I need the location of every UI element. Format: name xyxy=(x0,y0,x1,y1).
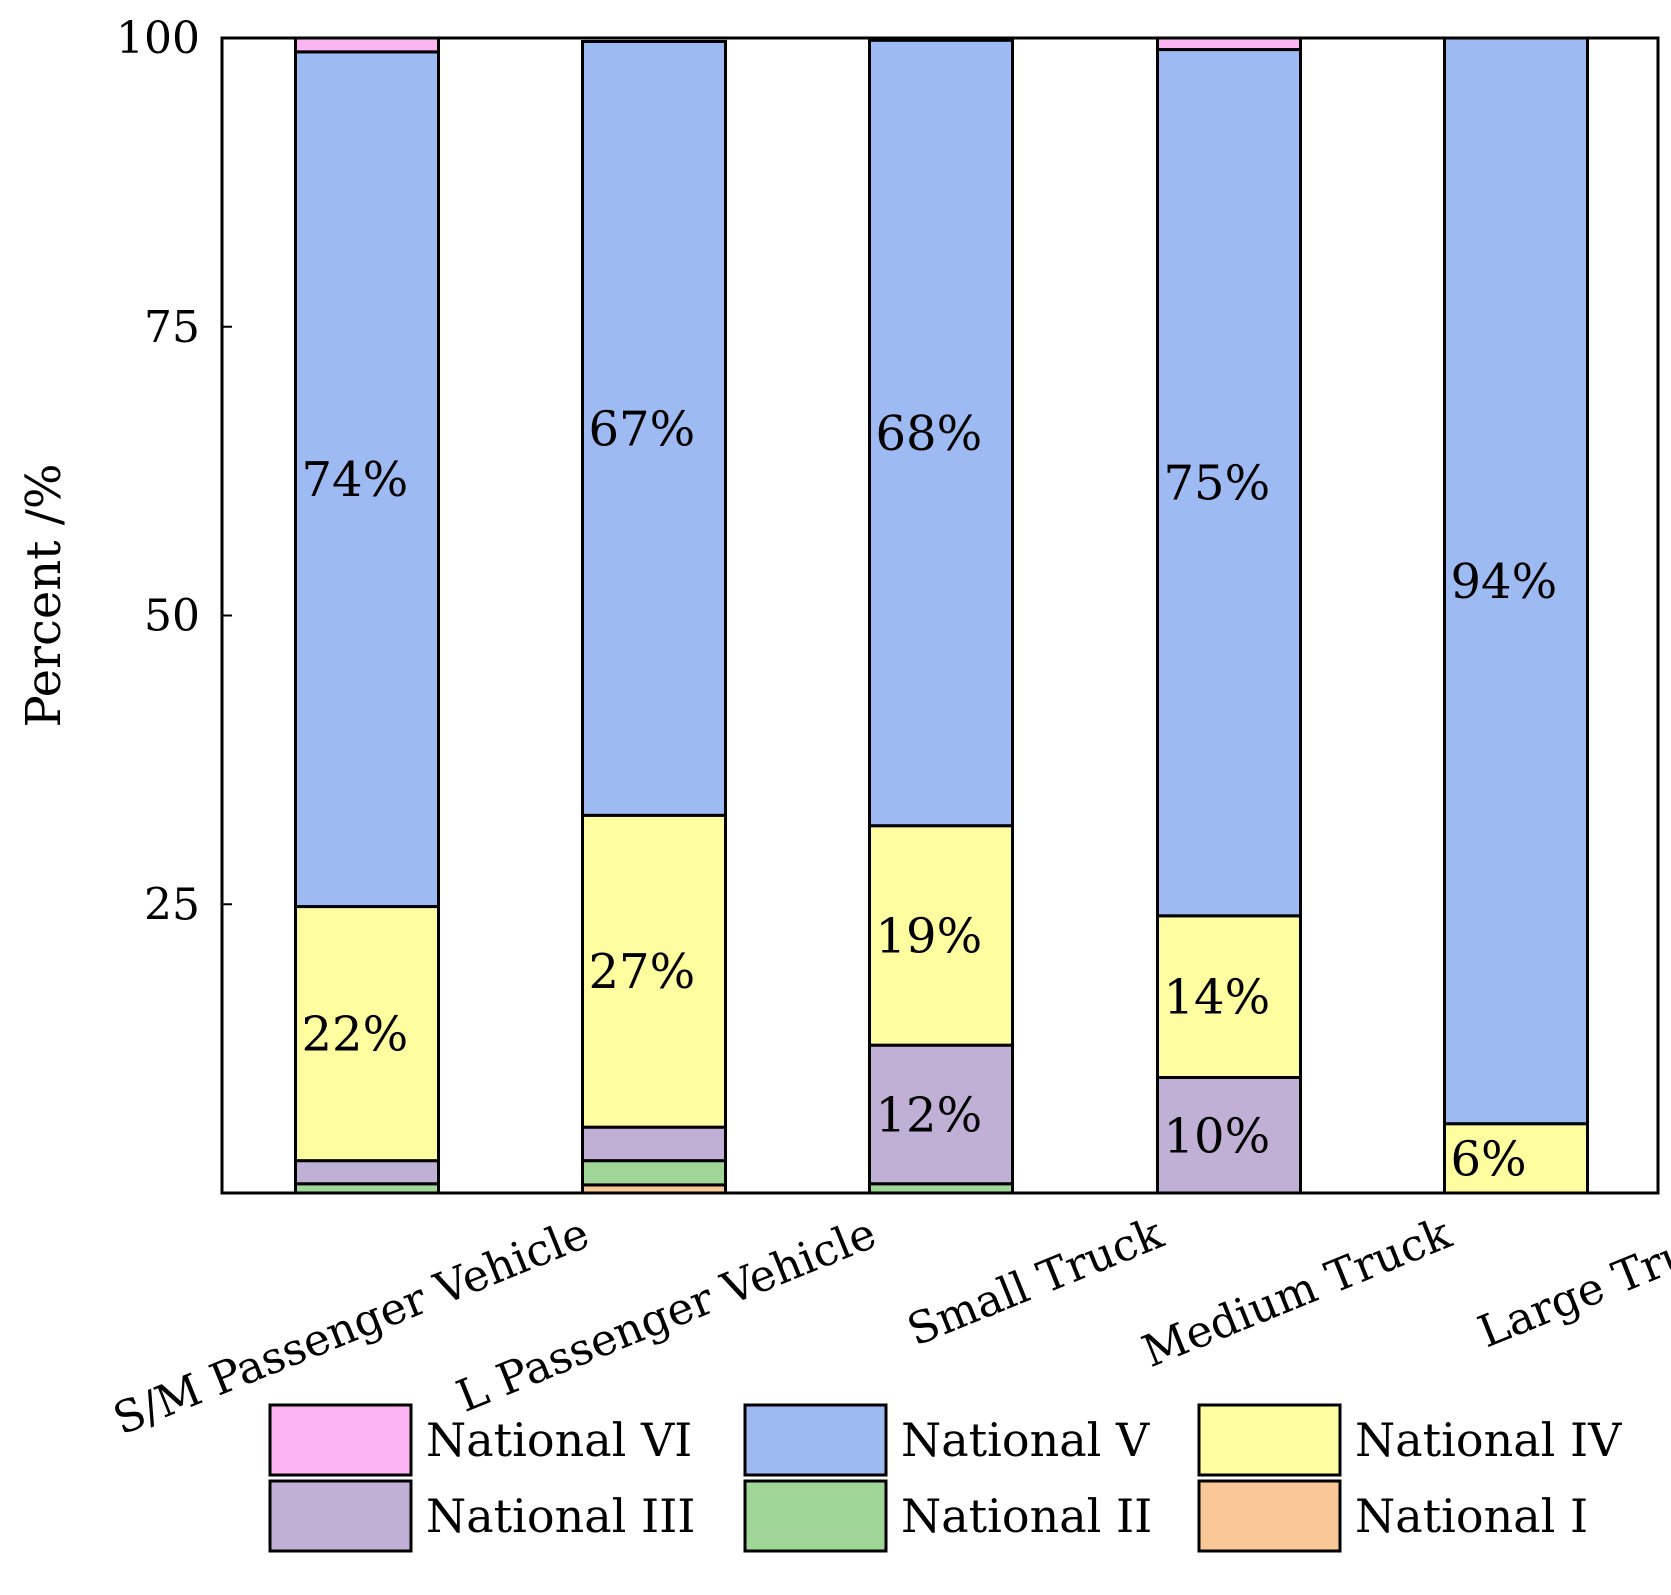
y-axis-title: Percent /% xyxy=(16,463,72,727)
bar-s-m-passenger-vehicle-national-iv xyxy=(294,905,440,1163)
y-tick-label-100: 100 xyxy=(116,13,200,64)
data-label-small-truck-national-v: 68% xyxy=(876,406,983,462)
category-label-medium-truck: Medium Truck xyxy=(1135,1208,1458,1378)
category-label-large-truck: Large Truck xyxy=(1471,1208,1671,1358)
data-label-small-truck-national-iii: 12% xyxy=(876,1087,983,1143)
y-axis: 25 50 75 100 xyxy=(116,13,232,930)
data-label-large-truck-national-v: 94% xyxy=(1451,554,1558,610)
bar-medium-truck-national-iii xyxy=(1156,1076,1302,1195)
legend-label-national-ii: National II xyxy=(901,1489,1152,1543)
legend-label-national-v: National V xyxy=(901,1413,1150,1467)
bar-medium-truck-national-vi xyxy=(1156,36,1302,52)
bar-l-passenger-vehicle-national-iii xyxy=(581,1125,727,1163)
bar-large-truck-national-v xyxy=(1443,36,1589,1126)
data-label-medium-truck-national-iii: 10% xyxy=(1164,1108,1271,1164)
bar-l-passenger-vehicle-national-iv xyxy=(581,813,727,1129)
data-label-s-m-passenger-vehicle-national-iv: 22% xyxy=(302,1007,409,1063)
legend-swatch-national-i xyxy=(1197,1479,1342,1553)
legend-label-national-i: National I xyxy=(1355,1489,1588,1543)
y-tick-label-25: 25 xyxy=(144,879,200,930)
legend-item-national-v: National V xyxy=(743,1403,1150,1477)
y-tick-label-75: 75 xyxy=(144,302,200,353)
bar-l-passenger-vehicle-national-ii xyxy=(581,1159,727,1187)
legend-item-national-vi: National VI xyxy=(268,1403,692,1477)
legend-swatch-national-vi xyxy=(268,1403,413,1477)
data-label-medium-truck-national-iv: 14% xyxy=(1164,970,1271,1026)
bar-medium-truck-national-iv xyxy=(1156,914,1302,1079)
data-labels-layer: 74% 22% 67% 27% 68% 19% 12% 75% 14% 10% 94% 6% xyxy=(302,401,1558,1187)
y-tick-label-50: 50 xyxy=(144,591,200,642)
data-label-medium-truck-national-v: 75% xyxy=(1164,456,1271,512)
legend-item-national-i: National I xyxy=(1197,1479,1588,1553)
legend-swatch-national-v xyxy=(743,1403,888,1477)
bar-medium-truck-national-v xyxy=(1156,48,1302,918)
legend-label-national-iv: National IV xyxy=(1355,1413,1622,1467)
legend-swatch-national-ii xyxy=(743,1479,888,1553)
data-label-l-passenger-vehicle-national-v: 67% xyxy=(589,401,696,457)
bar-s-m-passenger-vehicle-national-vi xyxy=(294,36,440,54)
legend-label-national-iii: National III xyxy=(426,1489,695,1543)
data-label-s-m-passenger-vehicle-national-v: 74% xyxy=(302,452,409,508)
legend-label-national-vi: National VI xyxy=(426,1413,692,1467)
legend-item-national-iii: National III xyxy=(268,1479,695,1553)
bars-layer xyxy=(294,36,1589,1195)
legend-swatch-national-iv xyxy=(1197,1403,1342,1477)
legend: National VI National V National IV National… xyxy=(268,1403,1622,1553)
legend-item-national-iv: National IV xyxy=(1197,1403,1622,1477)
bar-l-passenger-vehicle-national-v xyxy=(581,39,727,817)
category-label-small-truck: Small Truck xyxy=(900,1208,1170,1357)
legend-swatch-national-iii xyxy=(268,1479,413,1553)
bar-s-m-passenger-vehicle-national-v xyxy=(294,50,440,909)
legend-item-national-ii: National II xyxy=(743,1479,1152,1553)
data-label-small-truck-national-iv: 19% xyxy=(876,908,983,964)
bar-small-truck-national-v xyxy=(868,38,1014,828)
data-label-l-passenger-vehicle-national-iv: 27% xyxy=(589,944,696,1000)
bar-s-m-passenger-vehicle-national-iii xyxy=(294,1159,440,1186)
data-label-large-truck-national-iv: 6% xyxy=(1451,1131,1527,1187)
